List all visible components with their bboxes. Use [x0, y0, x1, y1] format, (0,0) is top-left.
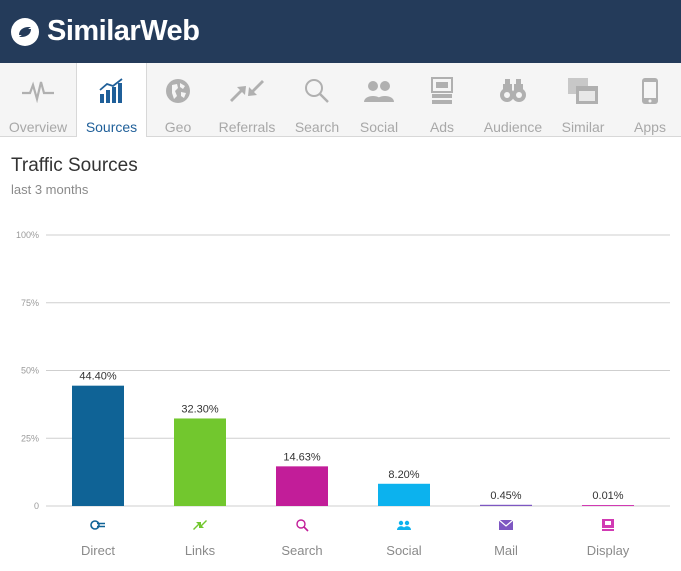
category-label: Social	[386, 543, 422, 558]
phone-icon	[641, 75, 659, 107]
nav-tab-apps[interactable]: Apps	[626, 63, 674, 136]
bar-links	[174, 418, 226, 506]
globe-icon	[165, 75, 191, 107]
data-label: 0.45%	[490, 490, 521, 502]
pulse-icon	[21, 75, 55, 107]
nav-tab-search[interactable]: Search	[290, 63, 344, 136]
brand-logo[interactable]: SimilarWeb	[10, 15, 200, 48]
data-label: 0.01%	[592, 490, 623, 502]
section-nav: Overview Sources Geo Referrals Search	[0, 63, 681, 137]
data-label: 8.20%	[388, 469, 419, 481]
data-label: 44.40%	[79, 371, 117, 383]
nav-tab-ads[interactable]: Ads	[418, 63, 466, 136]
nav-tab-social[interactable]: Social	[353, 63, 405, 136]
y-tick-label: 0	[34, 501, 39, 511]
nav-tab-referrals[interactable]: Referrals	[212, 63, 282, 136]
search-icon	[296, 519, 309, 532]
direct-icon	[90, 520, 105, 530]
section-title: Traffic Sources	[11, 155, 138, 176]
nav-tab-audience[interactable]: Audience	[478, 63, 548, 136]
bar-direct	[72, 385, 124, 506]
nav-tab-geo[interactable]: Geo	[152, 63, 204, 136]
links-icon	[193, 520, 207, 530]
bar-search	[276, 466, 328, 506]
ads-icon	[429, 75, 455, 107]
mail-icon	[498, 519, 514, 530]
category-label: Direct	[81, 543, 115, 558]
category-label: Links	[185, 543, 216, 558]
bar-display	[582, 505, 634, 506]
y-tick-label: 50%	[21, 366, 39, 376]
binoculars-icon	[499, 75, 527, 107]
data-label: 14.63%	[283, 451, 321, 463]
brand-name: SimilarWeb	[47, 15, 200, 47]
people-icon	[363, 75, 395, 107]
bar-mail	[480, 504, 532, 506]
data-label: 32.30%	[181, 403, 219, 415]
similar-windows-icon	[567, 75, 599, 107]
section-subtitle: last 3 months	[11, 182, 89, 197]
nav-tab-similar[interactable]: Similar	[556, 63, 610, 136]
similarweb-logo-icon	[11, 17, 39, 46]
referral-arrows-icon	[228, 75, 266, 107]
category-label: Display	[587, 543, 630, 558]
magnifier-icon	[304, 75, 330, 107]
bar-chart-icon	[98, 75, 126, 107]
y-tick-label: 75%	[21, 298, 39, 308]
social-icon	[397, 520, 411, 530]
y-tick-label: 25%	[21, 433, 39, 443]
category-label: Search	[281, 543, 322, 558]
display-icon	[602, 519, 614, 531]
bar-social	[378, 483, 430, 506]
top-header-bar: SimilarWeb	[0, 0, 681, 63]
y-tick-label: 100%	[16, 230, 39, 240]
nav-tab-overview[interactable]: Overview	[0, 63, 76, 136]
category-label: Mail	[494, 543, 518, 558]
traffic-sources-chart: 0 25% 50% 75% 100% 44.40% Direct 32.30% Links 14.…	[16, 230, 670, 558]
nav-tab-sources[interactable]: Sources	[76, 63, 147, 137]
